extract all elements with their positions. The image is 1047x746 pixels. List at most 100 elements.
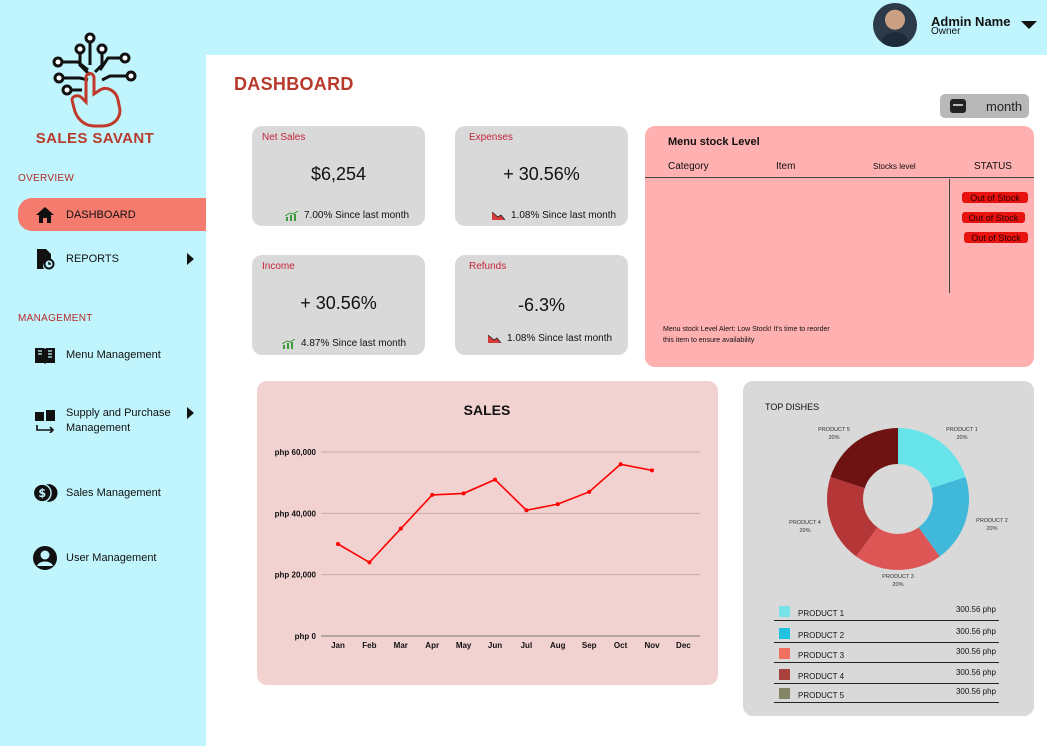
- legend-value: 300.56 php: [955, 605, 996, 614]
- legend-value: 300.56 php: [955, 627, 996, 636]
- stat-card-expenses: Expenses + 30.56% 1.08% Since last month: [455, 126, 628, 226]
- legend-label: PRODUCT 2: [798, 631, 845, 640]
- legend-item: PRODUCT 4 300.56 php: [774, 666, 999, 684]
- slice-label: PRODUCT 1: [946, 427, 978, 433]
- status-badge: Out of Stock: [964, 232, 1028, 243]
- x-tick-label: Jun: [488, 641, 502, 650]
- stat-change: 1.08% Since last month: [492, 210, 616, 221]
- slice-label: PRODUCT 2: [976, 518, 1008, 524]
- sidebar-item-label: Supply and Purchase Management: [66, 407, 171, 434]
- stat-change: 4.87% Since last month: [282, 338, 406, 349]
- donut-slice: [856, 527, 940, 570]
- legend-swatch: [779, 628, 790, 639]
- legend-item: PRODUCT 3 300.56 php: [774, 645, 999, 663]
- stat-label: Income: [262, 261, 295, 272]
- x-tick-label: Jan: [331, 641, 345, 650]
- avatar[interactable]: [873, 3, 917, 47]
- sidebar-item-label: Sales Management: [66, 487, 161, 499]
- panel-title: Menu stock Level: [668, 136, 760, 148]
- divider: [645, 177, 1034, 178]
- sidebar-item-sales-management[interactable]: $ Sales Management: [18, 480, 206, 506]
- trend-down-icon: [492, 211, 506, 220]
- slice-percent: 20%: [828, 435, 839, 441]
- report-icon: [32, 246, 58, 272]
- donut-slice: [898, 428, 966, 489]
- data-point: [367, 560, 372, 565]
- sidebar-item-menu-management[interactable]: Menu Management: [18, 342, 206, 368]
- x-tick-label: Mar: [394, 641, 408, 650]
- legend-swatch: [779, 606, 790, 617]
- stock-alert-line: this item to ensure availability: [663, 337, 755, 344]
- stat-change: 1.08% Since last month: [488, 333, 612, 344]
- stat-card-net-sales: Net Sales $6,254 7.00% Since last month: [252, 126, 425, 226]
- data-point: [524, 508, 529, 513]
- sidebar: SALES SAVANT OVERVIEW DASHBOARD REPORTS …: [0, 0, 206, 746]
- sidebar-item-label: Menu Management: [66, 349, 161, 361]
- sidebar-item-label: User Management: [66, 552, 157, 564]
- period-selector-button[interactable]: month: [940, 94, 1029, 118]
- stock-alert: Menu stock Level Alert: Low Stock! It's …: [663, 324, 873, 346]
- stat-label: Refunds: [469, 261, 507, 272]
- trend-down-icon: [488, 334, 502, 343]
- stat-card-refunds: Refunds -6.3% 1.08% Since last month: [455, 255, 628, 355]
- stat-card-income: Income + 30.56% 4.87% Since last month: [252, 255, 425, 355]
- column-header-stocks-level: Stocks level: [873, 162, 916, 171]
- status-badge: Out of Stock: [962, 212, 1025, 223]
- coins-icon: $: [32, 480, 58, 506]
- column-header-status: STATUS: [974, 161, 1012, 172]
- sidebar-item-reports[interactable]: REPORTS: [18, 246, 206, 272]
- legend-item: PRODUCT 5 300.56 php: [774, 685, 999, 703]
- status-badge: Out of Stock: [962, 192, 1028, 203]
- y-tick-label: php 20,000: [275, 571, 317, 580]
- stock-alert-line: Menu stock Level Alert: Low Stock! It's …: [663, 326, 830, 333]
- data-point: [618, 462, 623, 467]
- sidebar-item-dashboard[interactable]: DASHBOARD: [18, 198, 206, 231]
- trend-up-icon: [285, 210, 299, 221]
- data-point: [650, 468, 654, 473]
- data-point: [430, 492, 435, 497]
- calendar-icon: [950, 99, 966, 113]
- legend-label: PRODUCT 1: [798, 609, 845, 618]
- stat-change-text: 1.08% Since last month: [507, 333, 613, 344]
- x-tick-label: Dec: [676, 641, 691, 650]
- svg-text:$: $: [38, 487, 46, 500]
- legend-item: PRODUCT 2 300.56 php: [774, 625, 999, 643]
- legend-value: 300.56 php: [955, 647, 996, 656]
- slice-percent: 20%: [986, 526, 997, 532]
- data-point: [555, 502, 560, 507]
- trend-up-icon: [282, 338, 296, 349]
- sidebar-item-supply-purchase[interactable]: Supply and Purchase Management: [18, 404, 206, 438]
- donut-slice: [918, 477, 969, 557]
- chart-title: SALES: [464, 402, 511, 418]
- data-point: [336, 542, 340, 546]
- logo-icon: [52, 32, 137, 128]
- stat-label: Net Sales: [262, 132, 306, 143]
- top-dishes-card: TOP DISHES PRODUCT 1 20% PRODUCT 2 20% PRODU…: [743, 381, 1034, 716]
- stat-change-text: 1.08% Since last month: [511, 210, 617, 221]
- section-label-overview: OVERVIEW: [18, 173, 75, 184]
- stat-value: $6,254: [310, 164, 367, 184]
- admin-name: Admin Name: [931, 14, 1011, 29]
- legend-value: 300.56 php: [955, 668, 996, 677]
- x-tick-label: Sep: [582, 641, 597, 650]
- slice-percent: 20%: [892, 582, 903, 588]
- sidebar-item-user-management[interactable]: User Management: [18, 545, 206, 571]
- top-dishes-donut-chart: PRODUCT 1 20% PRODUCT 2 20% PRODUCT 3 20% PROD…: [789, 427, 1008, 588]
- chevron-down-icon[interactable]: [1021, 21, 1037, 29]
- legend-value: 300.56 php: [955, 687, 996, 696]
- legend-label: PRODUCT 3: [798, 651, 845, 660]
- chevron-right-icon: [187, 253, 194, 265]
- x-tick-label: Jul: [521, 641, 533, 650]
- x-tick-label: Feb: [362, 641, 376, 650]
- admin-role: Owner: [931, 26, 961, 37]
- legend-item: PRODUCT 1 300.56 php: [774, 603, 999, 621]
- data-point: [587, 489, 592, 494]
- menu-book-icon: [32, 342, 58, 368]
- donut-slice: [827, 477, 878, 557]
- stock-level-panel: Menu stock Level Category Item Stocks le…: [645, 126, 1034, 367]
- sidebar-item-label: DASHBOARD: [66, 208, 136, 221]
- section-label-management: MANAGEMENT: [18, 313, 93, 324]
- y-tick-label: php 60,000: [275, 448, 317, 457]
- slice-label: PRODUCT 3: [882, 574, 914, 580]
- panel-title: TOP DISHES: [765, 402, 820, 412]
